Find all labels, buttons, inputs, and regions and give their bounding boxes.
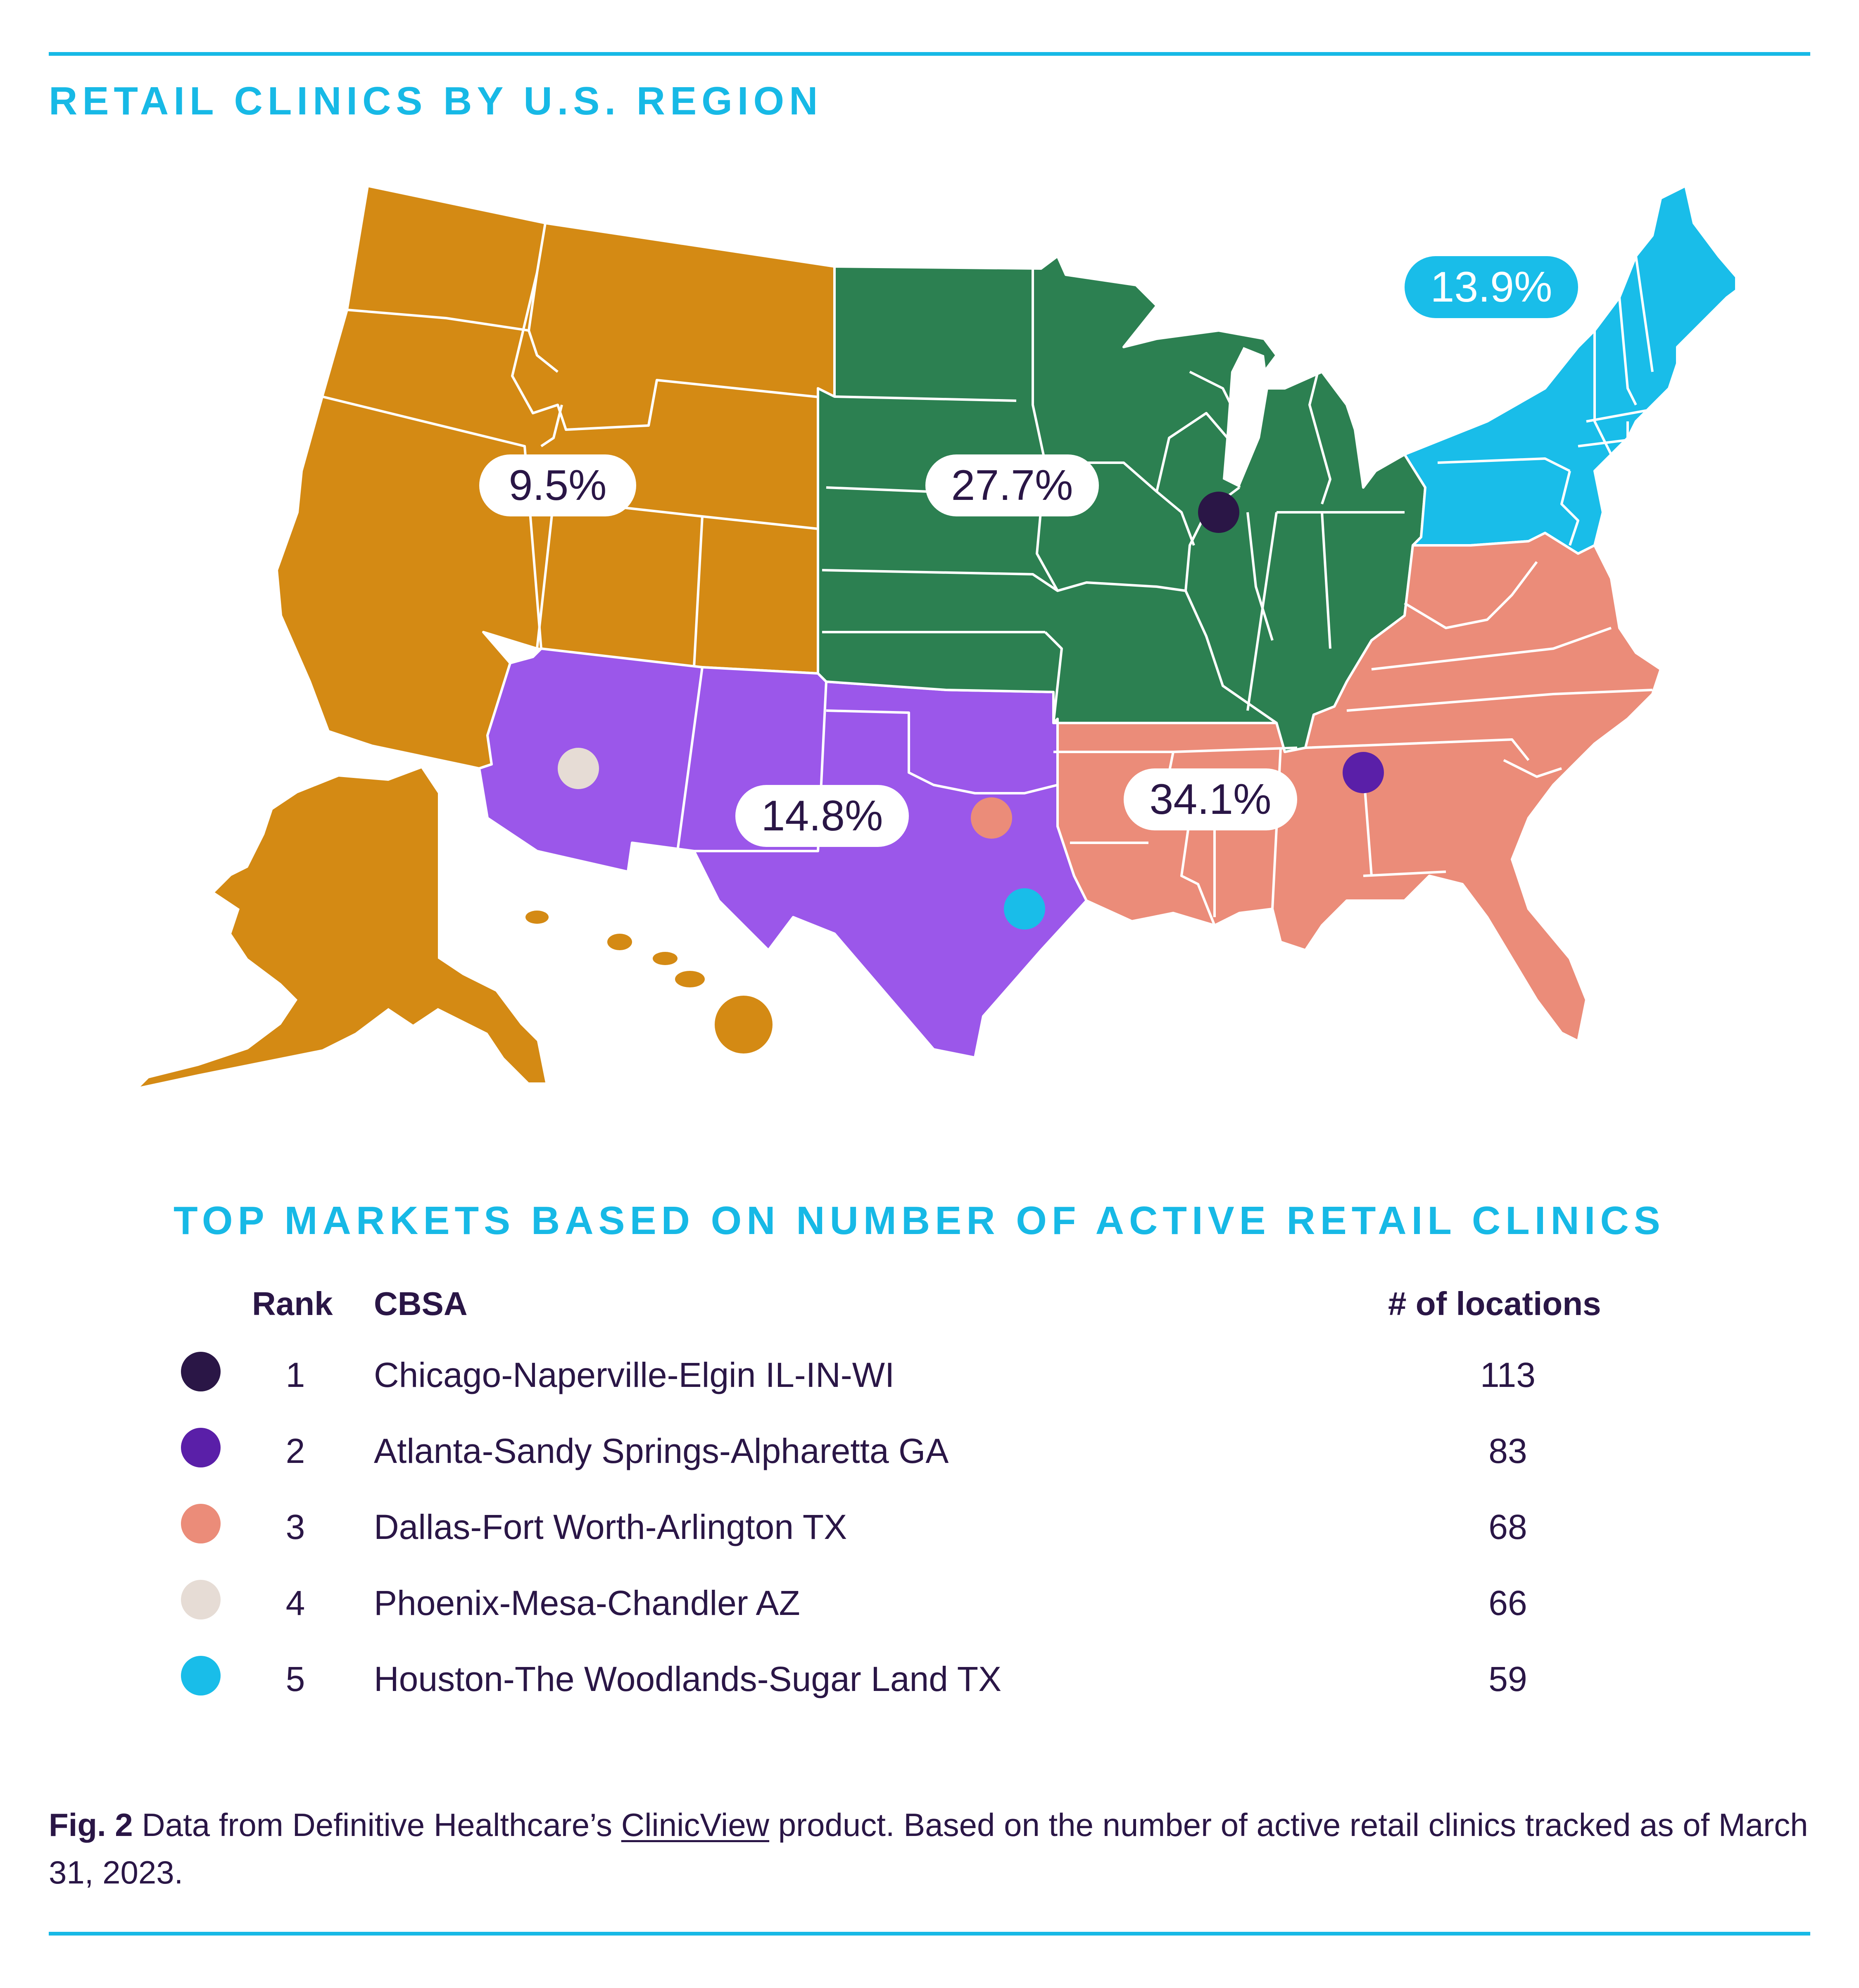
table-row: 3 Dallas-Fort Worth-Arlington TX 68 <box>0 1495 1859 1553</box>
table-row: 5 Houston-The Woodlands-Sugar Land TX 59 <box>0 1647 1859 1705</box>
region-northeast <box>1403 185 1735 555</box>
share-southeast: 34.1% <box>1150 775 1272 823</box>
row-locations: 68 <box>1488 1508 1527 1546</box>
row-cbsa: Phoenix-Mesa-Chandler AZ <box>374 1584 800 1622</box>
share-midwest: 27.7% <box>951 461 1073 509</box>
market-color-dot <box>181 1352 221 1391</box>
row-cbsa: Dallas-Fort Worth-Arlington TX <box>374 1508 847 1546</box>
figure-label: Fig. 2 <box>49 1807 133 1843</box>
map-title: RETAIL CLINICS BY U.S. REGION <box>49 79 823 123</box>
market-dot-dallas <box>971 797 1012 839</box>
share-southwest: 14.8% <box>761 792 883 840</box>
label-midwest: 27.7% <box>925 454 1099 516</box>
market-color-dot <box>181 1428 221 1467</box>
label-west: 9.5% <box>479 454 636 516</box>
row-cbsa: Chicago-Naperville-Elgin IL-IN-WI <box>374 1355 895 1394</box>
row-rank: 5 <box>285 1660 305 1698</box>
caption-text-1: Data from Definitive Healthcare’s <box>133 1807 621 1843</box>
row-locations: 113 <box>1480 1355 1536 1394</box>
hawaii <box>525 911 773 1053</box>
table-title: TOP MARKETS BASED ON NUMBER OF ACTIVE RE… <box>174 1199 1665 1243</box>
region-midwest <box>817 255 1426 753</box>
market-dot-atlanta <box>1343 752 1384 793</box>
region-southwest <box>478 647 1088 1059</box>
figure-caption: Fig. 2 Data from Definitive Healthcare’s… <box>49 1801 1825 1896</box>
header-locations: # of locations <box>1388 1285 1601 1322</box>
row-rank: 3 <box>285 1508 305 1546</box>
market-color-dot <box>181 1656 221 1696</box>
northeast-state-borders <box>1437 256 1678 546</box>
us-regions-map: 9.5% 27.7% 13.9% 14.8% 34.1% <box>140 185 1735 1087</box>
west-state-borders <box>322 223 835 668</box>
header-rank: Rank <box>252 1285 333 1322</box>
row-rank: 1 <box>285 1355 305 1394</box>
table-row: 1 Chicago-Naperville-Elgin IL-IN-WI 113 <box>0 1343 1859 1401</box>
label-southwest: 14.8% <box>735 785 909 847</box>
market-color-dot <box>181 1504 221 1543</box>
table-row: 2 Atlanta-Sandy Springs-Alpharetta GA 83 <box>0 1419 1859 1477</box>
caption-text-2: product. Based on the number of active r… <box>49 1807 1808 1891</box>
row-locations: 59 <box>1488 1660 1527 1698</box>
row-cbsa: Atlanta-Sandy Springs-Alpharetta GA <box>374 1432 949 1470</box>
top-rule <box>49 52 1810 56</box>
southwest-state-borders <box>676 667 1058 852</box>
share-west: 9.5% <box>509 461 606 509</box>
row-rank: 4 <box>285 1584 305 1622</box>
label-southeast: 34.1% <box>1124 768 1297 830</box>
alaska <box>140 768 545 1087</box>
row-locations: 66 <box>1488 1584 1527 1622</box>
row-rank: 2 <box>285 1432 305 1470</box>
clinicview-link[interactable]: ClinicView <box>621 1807 770 1843</box>
row-cbsa: Houston-The Woodlands-Sugar Land TX <box>374 1660 1002 1698</box>
table-row: 4 Phoenix-Mesa-Chandler AZ 66 <box>0 1571 1859 1629</box>
share-northeast: 13.9% <box>1431 263 1552 311</box>
market-dot-houston <box>1004 888 1045 930</box>
label-northeast: 13.9% <box>1405 256 1578 318</box>
header-cbsa: CBSA <box>374 1285 468 1322</box>
lake-michigan <box>1223 347 1268 487</box>
row-locations: 83 <box>1488 1432 1527 1470</box>
market-dot-phoenix <box>558 748 599 789</box>
market-dot-chicago <box>1198 492 1239 533</box>
bottom-rule <box>49 1932 1810 1936</box>
market-color-dot <box>181 1580 221 1619</box>
